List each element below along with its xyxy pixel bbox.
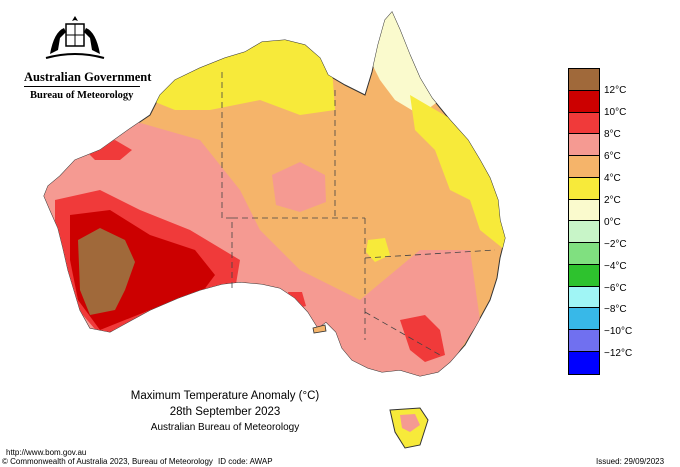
- legend-label: 6°C: [604, 151, 621, 162]
- zone-nsw-vic-8c: [400, 315, 445, 362]
- legend-swatch-8: [569, 221, 599, 243]
- legend-swatch-12: [569, 308, 599, 330]
- agency-name: Bureau of Meteorology: [30, 90, 134, 101]
- zone-nw-8c: [85, 140, 132, 160]
- legend-swatch-2: [569, 90, 599, 113]
- legend-label: −12°C: [604, 348, 633, 359]
- footer-bar: © Commonwealth of Australia 2023, Bureau…: [0, 457, 680, 467]
- legend-swatch-9: [569, 243, 599, 265]
- coat-of-arms-icon: [45, 16, 105, 59]
- legend-swatch-11: [569, 286, 599, 309]
- legend-label: 10°C: [604, 107, 627, 118]
- map-titles: Maximum Temperature Anomaly (°C) 28th Se…: [80, 388, 370, 435]
- legend-swatch-14: [569, 351, 599, 374]
- color-legend: [568, 68, 600, 375]
- legend-label: −10°C: [604, 326, 633, 337]
- zone-qld-4c: [366, 238, 390, 262]
- kangaroo-island: [312, 324, 327, 334]
- tasmania-warm-zone: [400, 414, 420, 432]
- legend-swatch-6: [569, 177, 599, 200]
- state-borders: [221, 72, 496, 356]
- zone-east-coast-2c: [410, 95, 505, 250]
- website-link[interactable]: http://www.bom.gov.au: [6, 448, 87, 457]
- zone-central-6c: [272, 162, 326, 212]
- legend-label: −2°C: [604, 239, 627, 250]
- legend-label: −8°C: [604, 304, 627, 315]
- legend-swatch-3: [569, 112, 599, 135]
- legend-label: 8°C: [604, 129, 621, 140]
- legend-label: 4°C: [604, 173, 621, 184]
- legend-swatch-1: [569, 69, 599, 91]
- legend-swatch-4: [569, 134, 599, 156]
- legend-label: 12°C: [604, 85, 627, 96]
- map-title: Maximum Temperature Anomaly (°C): [130, 390, 320, 402]
- legend-label: 0°C: [604, 217, 621, 228]
- legend-label: −6°C: [604, 283, 627, 294]
- legend-swatch-7: [569, 199, 599, 222]
- logo-divider: [24, 86, 140, 87]
- copyright-text: © Commonwealth of Australia 2023, Bureau…: [2, 457, 213, 466]
- map-date: 28th September 2023: [169, 406, 281, 418]
- id-code: ID code: AWAP: [218, 457, 273, 466]
- government-name: Australian Government: [24, 70, 152, 84]
- issued-date: Issued: 29/09/2023: [596, 457, 665, 466]
- map-source: Australian Bureau of Meteorology: [150, 422, 300, 433]
- legend-swatch-5: [569, 156, 599, 178]
- legend-swatch-10: [569, 264, 599, 287]
- zone-sw-12c-plus: [78, 228, 135, 315]
- legend-label: −4°C: [604, 261, 627, 272]
- legend-label: 2°C: [604, 195, 621, 206]
- legend-swatch-13: [569, 330, 599, 352]
